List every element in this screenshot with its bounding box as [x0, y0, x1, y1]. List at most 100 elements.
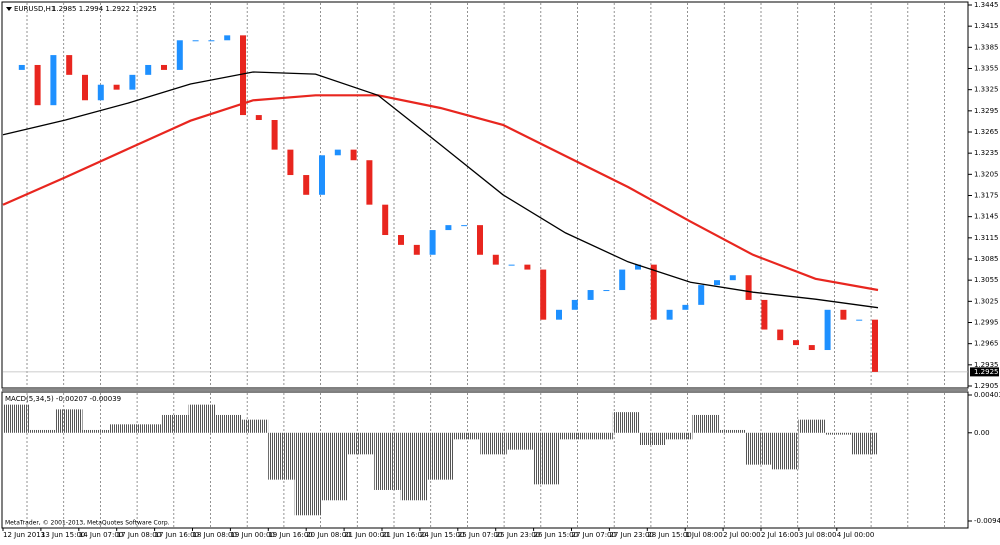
candle: [761, 299, 768, 330]
candle: [840, 309, 847, 320]
price-tick-label: 1.3235: [974, 149, 999, 157]
price-tick-label: 1.3055: [974, 276, 999, 284]
moving-average: [2, 94, 879, 292]
time-label: 19 Jun 00:00: [230, 531, 274, 539]
price-tick-label: 1.3325: [974, 86, 999, 94]
candle: [571, 299, 578, 310]
price-tick-label: 1.3355: [974, 65, 999, 73]
time-label: 28 Jun 15:00: [647, 531, 691, 539]
candle: [97, 84, 104, 101]
time-label: 3 Jul 08:00: [799, 531, 837, 539]
macd-bar: [82, 429, 110, 433]
current-price-label: 1.2925: [974, 368, 999, 376]
candle: [287, 149, 294, 176]
candle: [603, 290, 610, 292]
candle: [176, 40, 183, 70]
price-tick-label: 1.3205: [974, 170, 999, 178]
macd-label: MACD(5,34,5) -0.00207 -0.00039: [5, 395, 121, 403]
price-tick-label: 1.3085: [974, 255, 999, 263]
time-label: 18 Jun 08:00: [193, 531, 237, 539]
grid: [26, 3, 945, 528]
candle: [366, 160, 373, 205]
time-label: 13 Jun 15:00: [41, 531, 85, 539]
candle: [824, 309, 831, 351]
time-label: 21 Jun 00:00: [344, 531, 388, 539]
time-label: 26 Jun 15:00: [534, 531, 578, 539]
menu-triangle[interactable]: [6, 7, 12, 11]
price-tick-label: 1.3385: [974, 43, 999, 51]
candle: [745, 275, 752, 300]
macd-bar: [215, 414, 242, 433]
macd-panel: [1, 391, 969, 529]
macd-bar: [692, 414, 719, 433]
candle: [113, 84, 120, 90]
candle: [192, 40, 199, 42]
candle: [445, 225, 452, 231]
candle: [398, 235, 404, 245]
time-label: 27 Jun 07:00: [572, 531, 616, 539]
price-tick-label: 1.2935: [974, 361, 999, 369]
candle: [856, 319, 863, 321]
candle: [429, 230, 436, 255]
candle: [492, 254, 499, 265]
price-tick-label: 1.2905: [974, 382, 999, 390]
marks: [2, 35, 968, 516]
price-tick-label: 1.3265: [974, 128, 999, 136]
candle: [698, 285, 705, 305]
macd-bar: [639, 432, 666, 445]
main-panel: [1, 1, 969, 389]
macd-bar: [109, 424, 136, 433]
ohlc: 1.2985 1.2994 1.2922 1.2925: [52, 5, 157, 13]
macd-bar: [851, 432, 878, 455]
macd-bar: [612, 412, 640, 433]
candle: [729, 275, 736, 281]
time-label: 14 Jun 07:00: [79, 531, 123, 539]
macd-bar: [718, 429, 746, 433]
time-label: 27 Jun 23:00: [609, 531, 653, 539]
macd-bar: [188, 404, 216, 433]
macd-bar: [480, 432, 507, 455]
time-label: 20 Jun 08:00: [306, 531, 350, 539]
candle: [413, 244, 420, 255]
candle: [271, 120, 278, 150]
symbol: EURUSD,H1: [14, 5, 55, 13]
candle: [872, 319, 878, 372]
time-label: 24 Jun 15:00: [420, 531, 464, 539]
candle: [382, 204, 389, 236]
macd-bar: [321, 432, 348, 501]
macd-bar: [3, 404, 30, 433]
candle: [129, 74, 136, 90]
macd-bar: [745, 432, 772, 465]
time-label: 2 Jul 16:00: [761, 531, 799, 539]
macd-bar: [533, 432, 560, 485]
time-label: 19 Jun 16:00: [268, 531, 312, 539]
macd-bar: [665, 432, 693, 440]
price-tick-label: 1.2995: [974, 319, 999, 327]
price-tick-label: 1.3145: [974, 213, 999, 221]
candle: [461, 225, 468, 227]
candle: [714, 280, 720, 286]
candle: [508, 264, 515, 266]
macd-bar: [798, 419, 825, 433]
macd-bar: [771, 432, 799, 470]
price-tick-label: 1.3295: [974, 107, 999, 115]
candle: [524, 264, 531, 270]
macd-bar: [56, 409, 83, 433]
candle: [34, 64, 41, 106]
candle: [208, 40, 215, 42]
time-label: 25 Jun 23:00: [496, 531, 540, 539]
candle: [18, 64, 25, 70]
time-label: 1 Jul 08:00: [685, 531, 723, 539]
time-label: 12 Jun 2013: [3, 531, 45, 539]
macd-bar: [506, 432, 534, 450]
time-label: 17 Jun 16:00: [155, 531, 199, 539]
candle: [556, 309, 562, 320]
candle: [808, 345, 815, 351]
time-label: 4 Jul 00:00: [837, 531, 875, 539]
candle: [66, 55, 73, 75]
macd-bar: [135, 424, 163, 433]
macd-bar: [400, 432, 428, 501]
macd-bar: [427, 432, 454, 480]
candle: [145, 64, 152, 75]
